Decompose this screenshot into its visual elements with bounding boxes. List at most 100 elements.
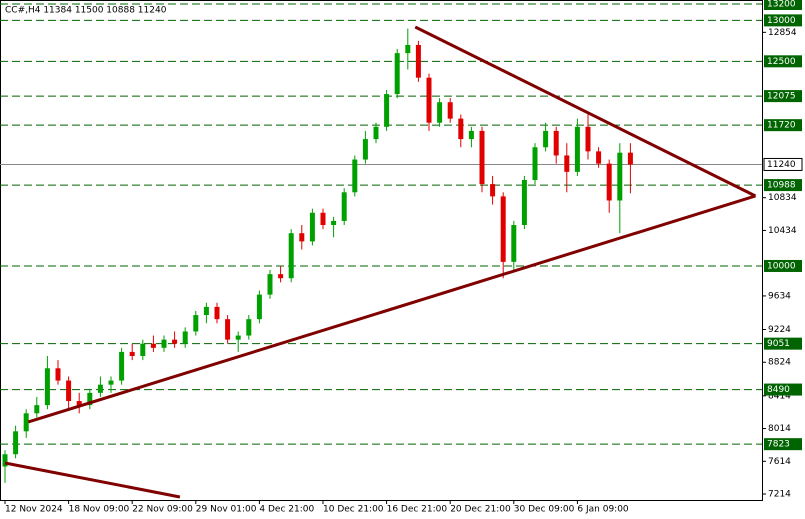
candle-body <box>585 126 591 152</box>
candle-body <box>309 212 315 242</box>
level-label: 10000 <box>767 261 796 271</box>
candle-body <box>203 306 209 316</box>
candle-body <box>172 339 178 344</box>
candle-body <box>150 343 156 348</box>
candle-body <box>437 102 443 123</box>
x-tick-label: 4 Dec 21:00 <box>259 505 314 515</box>
y-tick-label: 9224 <box>768 325 791 335</box>
candle-body <box>278 274 284 279</box>
candle-body <box>55 368 61 381</box>
candle-body <box>129 351 135 357</box>
candle-body <box>426 77 432 123</box>
x-tick-label: 12 Nov 2024 <box>5 505 63 515</box>
level-label-box <box>764 179 802 192</box>
last-price-box <box>763 157 803 171</box>
candle-body <box>468 130 474 140</box>
plot-frame <box>0 0 763 501</box>
candle-body <box>23 413 29 432</box>
candle-body <box>532 147 538 181</box>
candle-body <box>553 130 559 156</box>
candle-body <box>405 44 411 54</box>
candle-body <box>320 212 326 226</box>
level-label: 12075 <box>767 92 796 102</box>
candle-body <box>352 159 358 193</box>
candle-body <box>235 335 241 340</box>
chart-title: CC#,H4 11384 11500 10888 11240 <box>5 6 167 16</box>
trendline <box>4 461 181 499</box>
candle-body <box>97 384 103 393</box>
candle-body <box>394 53 400 95</box>
candle-body <box>193 315 199 332</box>
candle-body <box>108 380 114 385</box>
candle-body <box>288 233 294 279</box>
candle-body <box>479 130 485 185</box>
candle-body <box>415 44 421 78</box>
candle-body <box>341 192 347 221</box>
x-tick-label: 29 Nov 01:00 <box>196 505 257 515</box>
level-label: 9051 <box>767 339 790 349</box>
candle-body <box>596 151 602 164</box>
candle-body <box>267 274 273 295</box>
candle-body <box>87 392 93 406</box>
x-tick-label: 30 Dec 09:00 <box>514 505 575 515</box>
x-tick-label: 18 Nov 09:00 <box>69 505 130 515</box>
y-tick-label: 8014 <box>768 424 791 434</box>
candle-body <box>543 130 549 148</box>
level-label-box <box>764 259 802 272</box>
y-tick-label: 7214 <box>768 490 791 500</box>
candle-body <box>490 184 496 197</box>
level-label-box <box>764 90 802 103</box>
level-label: 13000 <box>767 16 796 26</box>
candle-body <box>564 155 570 172</box>
candle-body <box>511 225 517 262</box>
y-tick-label: 9634 <box>768 291 791 301</box>
candle-body <box>574 126 580 172</box>
y-tick-label: 12854 <box>768 28 797 38</box>
candle-body <box>362 139 368 160</box>
level-label-box <box>764 14 802 27</box>
candle-body <box>161 339 167 348</box>
candle-body <box>140 343 146 357</box>
y-tick-label: 8824 <box>768 358 791 368</box>
candle-body <box>2 454 8 467</box>
x-tick-label: 22 Nov 09:00 <box>132 505 193 515</box>
level-label: 10988 <box>767 181 796 191</box>
level-label-box <box>764 55 802 68</box>
candle-body <box>34 405 40 414</box>
level-label-box <box>764 119 802 132</box>
level-label-box <box>764 0 802 11</box>
x-tick-label: 16 Dec 21:00 <box>387 505 448 515</box>
y-tick-label: 8414 <box>768 391 791 401</box>
candle-body <box>627 152 633 165</box>
level-label-box <box>764 383 802 396</box>
candle-body <box>225 319 231 340</box>
y-tick-label: 10434 <box>768 226 797 236</box>
candle-body <box>66 380 72 402</box>
candle-body <box>331 220 337 226</box>
candle-body <box>13 431 19 455</box>
candle-body <box>182 331 188 344</box>
candle-body <box>617 152 623 201</box>
candle-body <box>246 319 252 336</box>
candle-body <box>373 126 379 140</box>
candle-body <box>44 368 50 406</box>
trendline <box>414 25 757 198</box>
candle-body <box>214 306 220 320</box>
level-label: 13200 <box>767 0 796 10</box>
level-label: 11720 <box>767 121 796 131</box>
x-tick-label: 10 Dec 21:00 <box>323 505 384 515</box>
candle-body <box>500 196 506 262</box>
candle-body <box>447 102 453 119</box>
level-label-box <box>764 438 802 451</box>
x-tick-label: 6 Jan 09:00 <box>577 505 629 515</box>
level-label-box <box>764 337 802 350</box>
level-label: 12500 <box>767 57 796 67</box>
candle-body <box>256 294 262 320</box>
x-tick-label: 20 Dec 21:00 <box>450 505 511 515</box>
y-tick-label: 10834 <box>768 193 797 203</box>
candle-body <box>119 351 125 381</box>
candle-body <box>521 180 527 226</box>
y-tick-label: 7614 <box>768 457 791 467</box>
